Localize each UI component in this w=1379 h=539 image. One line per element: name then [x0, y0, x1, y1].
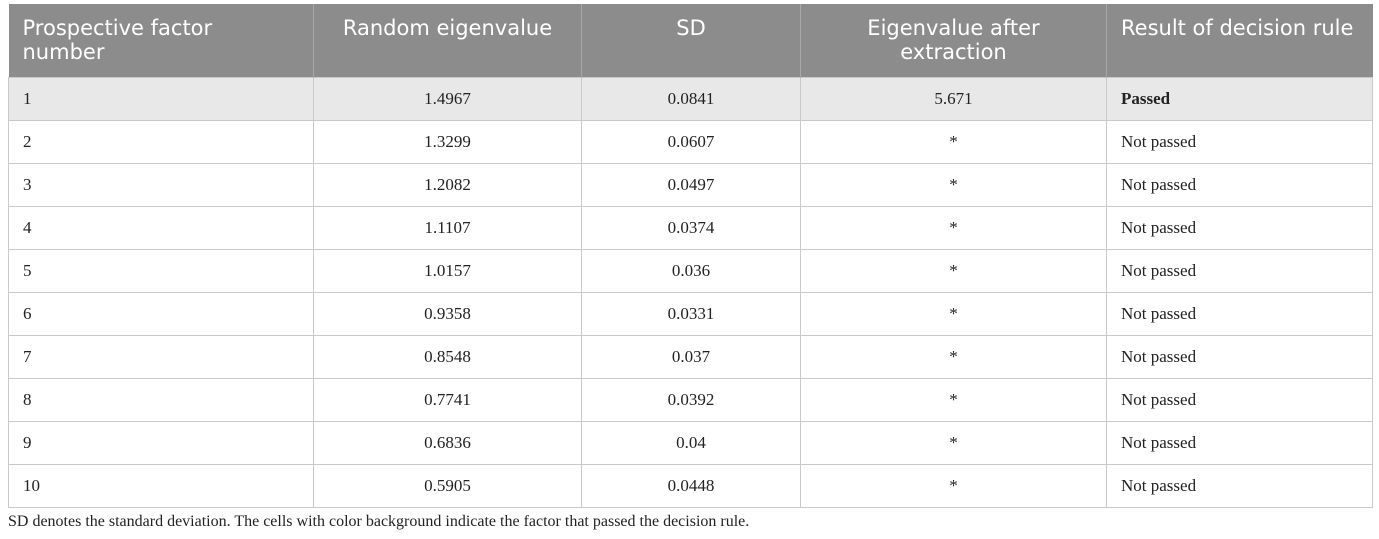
cell-random-eigenvalue: 1.0157: [313, 249, 582, 293]
table-header-row: Prospective factor number Random eigenva…: [8, 4, 1373, 78]
table-row: 3 1.2082 0.0497 * Not passed: [8, 163, 1373, 207]
cell-eigenvalue: *: [800, 292, 1107, 336]
cell-result: Not passed: [1106, 249, 1373, 293]
cell-sd: 0.0607: [581, 120, 801, 164]
table-row: 1 1.4967 0.0841 5.671 Passed: [8, 77, 1373, 121]
cell-result: Not passed: [1106, 335, 1373, 379]
cell-random-eigenvalue: 0.6836: [313, 421, 582, 465]
data-table-container: Prospective factor number Random eigenva…: [8, 4, 1373, 508]
cell-random-eigenvalue: 0.9358: [313, 292, 582, 336]
cell-random-eigenvalue: 0.7741: [313, 378, 582, 422]
cell-random-eigenvalue: 0.8548: [313, 335, 582, 379]
cell-sd: 0.037: [581, 335, 801, 379]
table-row: 6 0.9358 0.0331 * Not passed: [8, 292, 1373, 336]
cell-sd: 0.036: [581, 249, 801, 293]
cell-result: Not passed: [1106, 464, 1373, 508]
table-row: 5 1.0157 0.036 * Not passed: [8, 249, 1373, 293]
cell-sd: 0.0497: [581, 163, 801, 207]
table-row: 2 1.3299 0.0607 * Not passed: [8, 120, 1373, 164]
cell-eigenvalue: *: [800, 421, 1107, 465]
cell-factor: 8: [8, 378, 314, 422]
cell-sd: 0.0448: [581, 464, 801, 508]
cell-factor: 3: [8, 163, 314, 207]
cell-factor: 6: [8, 292, 314, 336]
parallel-analysis-table: Prospective factor number Random eigenva…: [8, 4, 1373, 508]
cell-factor: 1: [8, 77, 314, 121]
cell-eigenvalue: *: [800, 249, 1107, 293]
cell-sd: 0.0841: [581, 77, 801, 121]
header-result-of-decision-rule: Result of decision rule: [1106, 4, 1373, 78]
header-random-eigenvalue: Random eigenvalue: [313, 4, 582, 78]
cell-random-eigenvalue: 1.2082: [313, 163, 582, 207]
cell-eigenvalue: *: [800, 163, 1107, 207]
cell-result: Not passed: [1106, 120, 1373, 164]
cell-sd: 0.0331: [581, 292, 801, 336]
table-row: 8 0.7741 0.0392 * Not passed: [8, 378, 1373, 422]
cell-factor: 2: [8, 120, 314, 164]
cell-random-eigenvalue: 1.1107: [313, 206, 582, 250]
cell-sd: 0.0374: [581, 206, 801, 250]
cell-eigenvalue: *: [800, 464, 1107, 508]
cell-factor: 10: [8, 464, 314, 508]
table-row: 9 0.6836 0.04 * Not passed: [8, 421, 1373, 465]
cell-result: Passed: [1106, 77, 1373, 121]
header-sd: SD: [581, 4, 801, 78]
cell-result: Not passed: [1106, 206, 1373, 250]
cell-eigenvalue: 5.671: [800, 77, 1107, 121]
cell-factor: 5: [8, 249, 314, 293]
cell-factor: 9: [8, 421, 314, 465]
cell-result: Not passed: [1106, 163, 1373, 207]
header-factor-number: Prospective factor number: [8, 4, 314, 78]
table-footnote: SD denotes the standard deviation. The c…: [8, 513, 750, 530]
cell-factor: 7: [8, 335, 314, 379]
cell-sd: 0.0392: [581, 378, 801, 422]
cell-result: Not passed: [1106, 421, 1373, 465]
cell-result: Not passed: [1106, 292, 1373, 336]
cell-eigenvalue: *: [800, 206, 1107, 250]
table-row: 7 0.8548 0.037 * Not passed: [8, 335, 1373, 379]
table-row: 10 0.5905 0.0448 * Not passed: [8, 464, 1373, 508]
cell-random-eigenvalue: 1.3299: [313, 120, 582, 164]
cell-random-eigenvalue: 0.5905: [313, 464, 582, 508]
cell-eigenvalue: *: [800, 120, 1107, 164]
header-eigenvalue-after-extraction: Eigenvalue after extraction: [800, 4, 1107, 78]
cell-eigenvalue: *: [800, 378, 1107, 422]
cell-sd: 0.04: [581, 421, 801, 465]
cell-factor: 4: [8, 206, 314, 250]
table-row: 4 1.1107 0.0374 * Not passed: [8, 206, 1373, 250]
cell-eigenvalue: *: [800, 335, 1107, 379]
cell-result: Not passed: [1106, 378, 1373, 422]
cell-random-eigenvalue: 1.4967: [313, 77, 582, 121]
